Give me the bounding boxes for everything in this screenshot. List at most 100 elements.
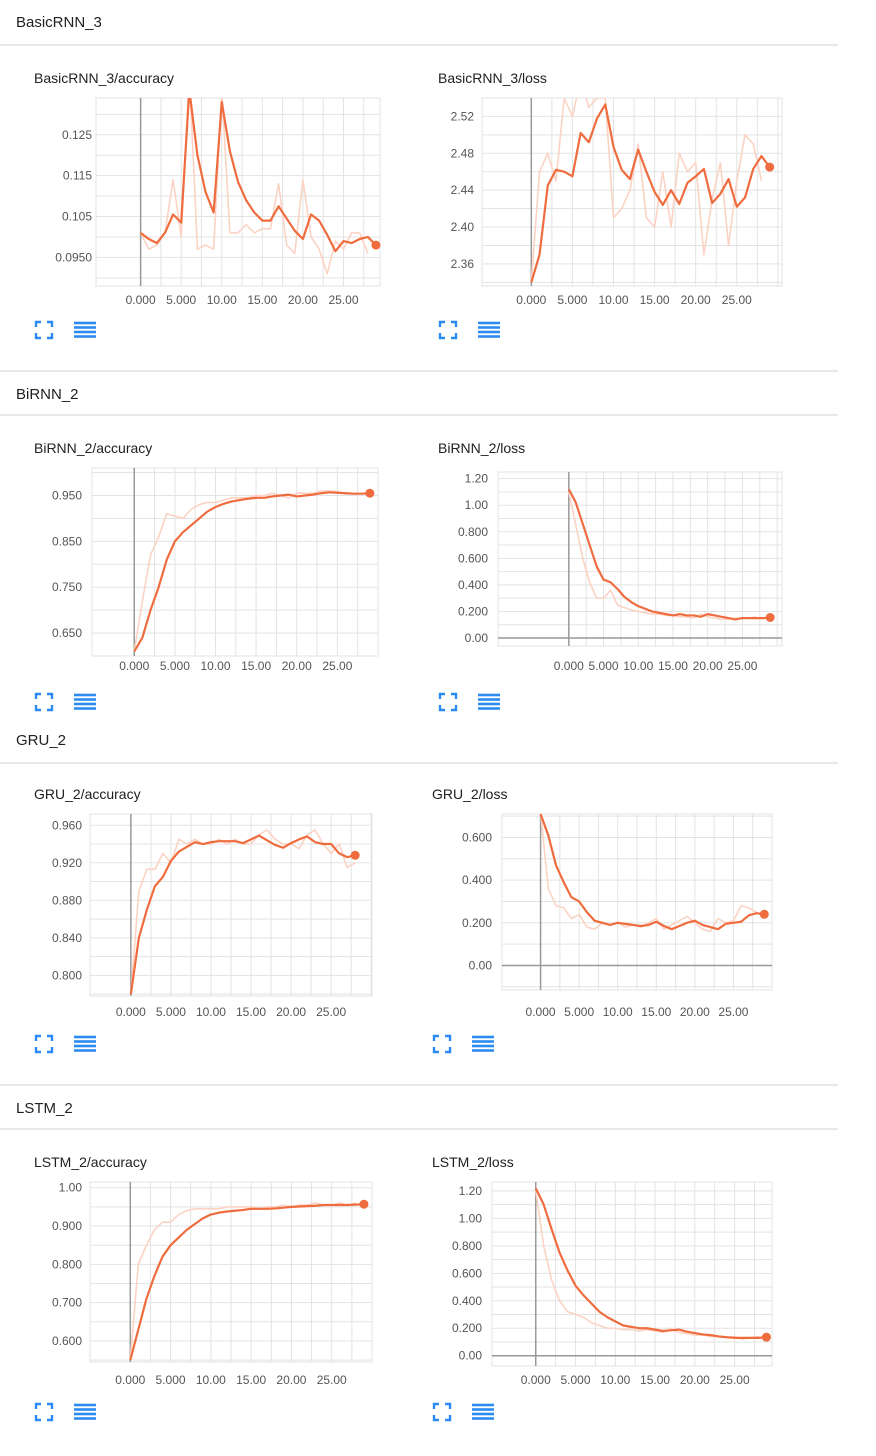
x-tick-label: 5.000 xyxy=(557,293,587,307)
x-tick-label: 25.00 xyxy=(322,659,352,673)
section-divider xyxy=(0,370,838,372)
x-tick-label: 0.000 xyxy=(119,659,149,673)
y-tick-label: 0.00 xyxy=(469,958,493,972)
series-line-raw xyxy=(539,814,757,933)
section-divider xyxy=(0,762,838,764)
section-title-gru: GRU_2 xyxy=(16,732,67,749)
x-tick-label: 10.00 xyxy=(623,659,653,673)
y-tick-label: 0.920 xyxy=(52,856,82,870)
x-tick-label: 0.000 xyxy=(516,293,546,307)
y-tick-label: 0.960 xyxy=(52,818,82,832)
x-tick-label: 0.000 xyxy=(115,1373,145,1387)
list-icon[interactable] xyxy=(478,692,500,717)
y-tick-label: 0.800 xyxy=(452,1239,482,1253)
list-icon[interactable] xyxy=(478,320,500,345)
fullscreen-icon[interactable] xyxy=(432,1034,452,1059)
list-icon[interactable] xyxy=(74,1402,96,1427)
x-tick-label: 25.00 xyxy=(720,1373,750,1387)
list-icon[interactable] xyxy=(472,1402,494,1427)
series-line-raw xyxy=(133,490,354,652)
y-tick-label: 0.400 xyxy=(462,873,492,887)
x-tick-label: 5.000 xyxy=(561,1373,591,1387)
x-tick-label: 0.000 xyxy=(116,1005,146,1019)
x-tick-label: 15.00 xyxy=(236,1005,266,1019)
series-line-smoothed xyxy=(567,488,771,621)
fullscreen-icon[interactable] xyxy=(438,320,458,345)
series-endpoint-marker xyxy=(765,162,775,172)
x-tick-label: 0.000 xyxy=(526,1005,556,1019)
x-tick-label: 5.000 xyxy=(160,659,190,673)
list-icon[interactable] xyxy=(74,692,96,717)
x-tick-label: 20.00 xyxy=(680,1373,710,1387)
x-tick-label: 10.00 xyxy=(600,1373,630,1387)
fullscreen-icon[interactable] xyxy=(34,692,54,717)
y-tick-label: 2.48 xyxy=(451,146,475,160)
y-tick-label: 0.400 xyxy=(458,578,488,592)
y-tick-label: 1.00 xyxy=(459,1211,483,1225)
x-tick-label: 20.00 xyxy=(276,1373,306,1387)
y-tick-label: 2.44 xyxy=(451,183,475,197)
y-tick-label: 2.36 xyxy=(451,257,475,271)
series-endpoint-marker xyxy=(371,240,381,250)
y-tick-label: 0.950 xyxy=(52,489,82,503)
chart-title: BiRNN_2/loss xyxy=(438,440,526,456)
y-tick-label: 0.125 xyxy=(62,128,92,142)
y-tick-label: 1.20 xyxy=(465,472,489,486)
y-tick-label: 0.850 xyxy=(52,534,82,548)
series-endpoint-marker xyxy=(350,850,360,860)
x-tick-label: 5.000 xyxy=(564,1005,594,1019)
y-tick-label: 2.40 xyxy=(451,220,475,234)
series-line-raw xyxy=(568,491,757,621)
list-icon[interactable] xyxy=(472,1034,494,1059)
x-tick-label: 10.00 xyxy=(598,293,628,307)
fullscreen-icon[interactable] xyxy=(438,692,458,717)
fullscreen-icon[interactable] xyxy=(432,1402,452,1427)
y-tick-label: 1.00 xyxy=(59,1181,83,1195)
list-icon[interactable] xyxy=(74,1034,96,1059)
y-tick-label: 0.00 xyxy=(459,1349,483,1363)
x-tick-label: 25.00 xyxy=(328,293,358,307)
chart-title: BasicRNN_3/accuracy xyxy=(34,70,175,86)
x-tick-label: 25.00 xyxy=(722,293,752,307)
y-tick-label: 0.700 xyxy=(52,1296,82,1310)
fullscreen-icon[interactable] xyxy=(34,1402,54,1427)
fullscreen-icon[interactable] xyxy=(34,320,54,345)
list-icon[interactable] xyxy=(74,320,96,345)
x-tick-label: 20.00 xyxy=(680,1005,710,1019)
x-tick-label: 20.00 xyxy=(681,293,711,307)
x-tick-label: 15.00 xyxy=(236,1373,266,1387)
x-tick-label: 5.000 xyxy=(156,1005,186,1019)
y-tick-label: 2.52 xyxy=(451,109,475,123)
x-tick-label: 20.00 xyxy=(282,659,312,673)
x-tick-label: 0.000 xyxy=(521,1373,551,1387)
chart-title: GRU_2/loss xyxy=(432,786,508,802)
plot-frame xyxy=(95,97,381,287)
y-tick-label: 1.00 xyxy=(465,498,489,512)
fullscreen-icon[interactable] xyxy=(34,1034,54,1059)
x-tick-label: 15.00 xyxy=(640,1373,670,1387)
series-line-smoothed xyxy=(129,1203,364,1361)
plot-frame xyxy=(497,471,783,647)
y-tick-label: 0.200 xyxy=(462,916,492,930)
chart-title: LSTM_2/accuracy xyxy=(34,1154,147,1170)
x-tick-label: 10.00 xyxy=(200,659,230,673)
y-tick-label: 0.900 xyxy=(52,1219,82,1233)
series-line-raw xyxy=(534,1190,759,1341)
x-tick-label: 5.000 xyxy=(589,659,619,673)
plot-frame xyxy=(481,97,783,287)
x-tick-label: 0.000 xyxy=(126,293,156,307)
section-divider xyxy=(0,414,838,416)
plot-frame xyxy=(491,1181,773,1367)
x-tick-label: 15.00 xyxy=(241,659,271,673)
series-line-smoothed xyxy=(534,1187,767,1339)
y-tick-label: 0.800 xyxy=(458,525,488,539)
x-tick-label: 5.000 xyxy=(166,293,196,307)
y-tick-label: 0.800 xyxy=(52,968,82,982)
x-tick-label: 0.000 xyxy=(554,659,584,673)
x-tick-label: 10.00 xyxy=(603,1005,633,1019)
x-tick-label: 15.00 xyxy=(640,293,670,307)
